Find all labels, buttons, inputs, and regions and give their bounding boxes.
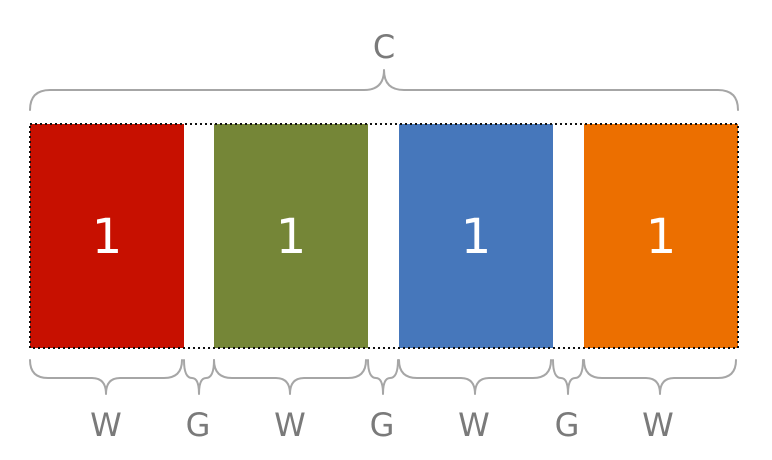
segment-brace-w-1 xyxy=(29,359,183,395)
block-3-fill xyxy=(399,124,553,348)
block-4: 1 xyxy=(584,124,738,348)
segment-brace-w-2 xyxy=(213,359,367,395)
container-label: C xyxy=(373,28,395,66)
container-brace xyxy=(29,69,739,111)
segment-label-g-3: G xyxy=(555,406,580,444)
segment-label-w-2: W xyxy=(274,406,306,444)
block-4-fill xyxy=(584,124,738,348)
segment-brace-w-3 xyxy=(398,359,552,395)
segment-label-w-3: W xyxy=(458,406,490,444)
segment-brace-g-3 xyxy=(552,359,584,395)
block-3-value: 1 xyxy=(461,209,492,265)
block-3: 1 xyxy=(399,124,553,348)
segment-brace-g-2 xyxy=(367,359,399,395)
segment-brace-g-1 xyxy=(183,359,215,395)
block-1: 1 xyxy=(30,124,184,348)
segment-label-g-2: G xyxy=(370,406,395,444)
container-outline xyxy=(29,123,739,349)
block-2: 1 xyxy=(214,124,368,348)
block-1-value: 1 xyxy=(92,209,123,265)
segment-brace-w-4 xyxy=(583,359,737,395)
block-2-fill xyxy=(214,124,368,348)
segment-label-g-1: G xyxy=(186,406,211,444)
block-4-value: 1 xyxy=(646,209,677,265)
segment-label-w-4: W xyxy=(642,406,674,444)
block-1-fill xyxy=(30,124,184,348)
segment-label-w-1: W xyxy=(90,406,122,444)
blocks-row: 1 1 1 1 xyxy=(30,124,738,348)
block-2-value: 1 xyxy=(276,209,307,265)
